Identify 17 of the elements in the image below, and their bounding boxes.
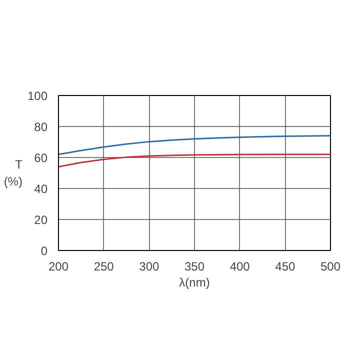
line-series bbox=[58, 154, 330, 168]
x-tick-label: 250 bbox=[94, 260, 114, 274]
y-tick-label: 80 bbox=[34, 120, 48, 134]
y-tick-label: 0 bbox=[40, 244, 48, 258]
y-tick-label: 20 bbox=[34, 213, 48, 227]
line-series bbox=[58, 135, 330, 156]
x-tick-label: 450 bbox=[275, 260, 296, 274]
x-axis-title: λ(nm) bbox=[179, 276, 210, 290]
y-tick-label: 100 bbox=[27, 89, 48, 103]
y-tick-label: 40 bbox=[34, 182, 48, 196]
y-tick-label: 60 bbox=[34, 151, 48, 165]
x-tick-label: 400 bbox=[230, 260, 250, 274]
x-tick-label: 300 bbox=[139, 260, 160, 274]
x-tick-label: 350 bbox=[184, 260, 205, 274]
x-tick-label: 200 bbox=[48, 260, 69, 274]
y-axis-title: T (%) bbox=[4, 158, 24, 188]
x-tick-label: 500 bbox=[320, 260, 341, 274]
